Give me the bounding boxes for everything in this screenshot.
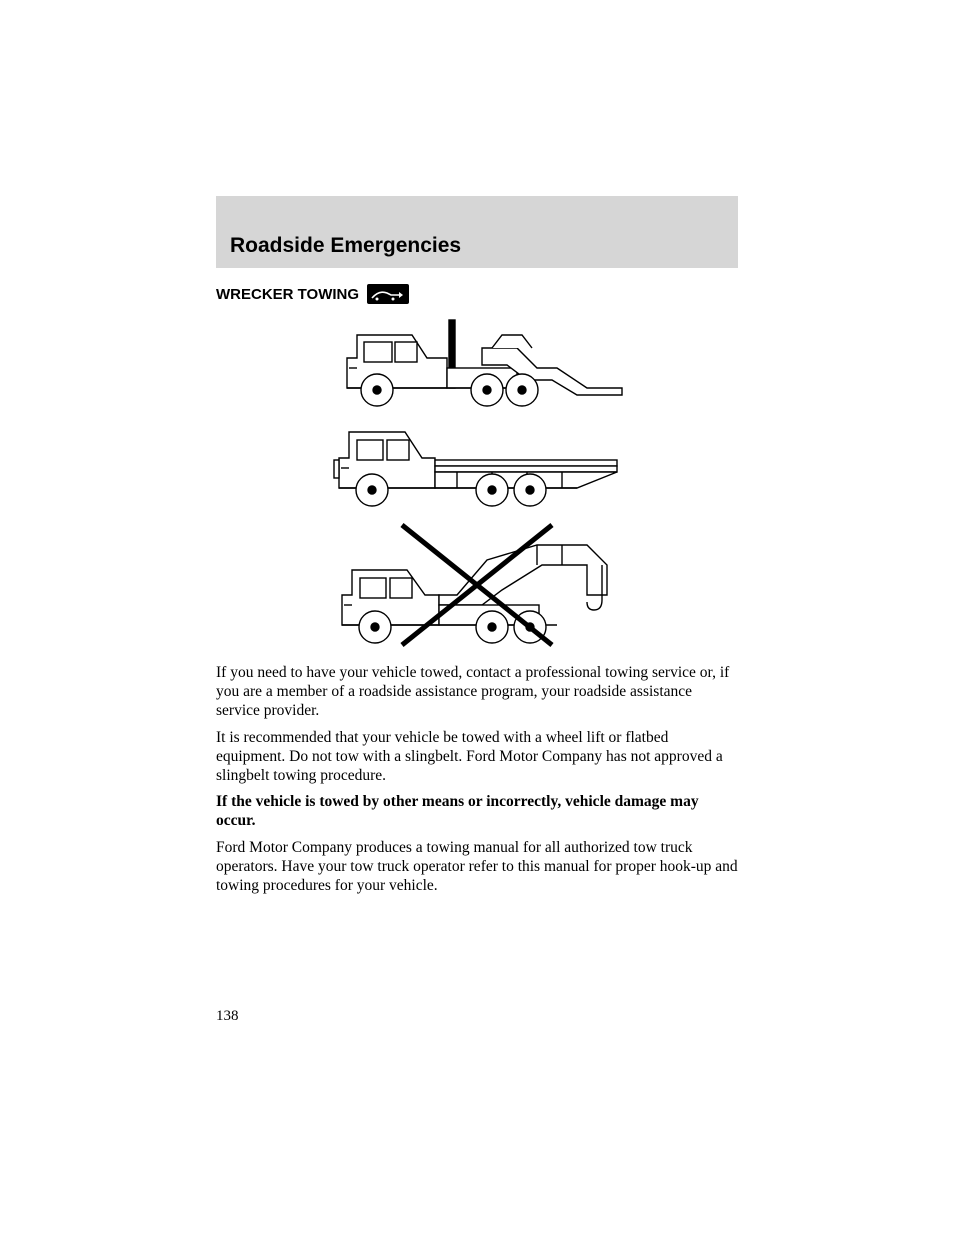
section-header-title: Roadside Emergencies [230,234,461,258]
wheel-lift-truck-diagram [327,310,627,410]
page-number: 138 [216,1008,239,1025]
paragraph-1: If you need to have your vehicle towed, … [216,664,738,721]
subsection-heading: WRECKER TOWING [216,286,359,303]
paragraph-2: It is recommended that your vehicle be t… [216,729,738,786]
towing-icon [367,284,409,304]
truck-illustrations [216,310,738,650]
body-text: If you need to have your vehicle towed, … [216,664,738,896]
subsection-heading-row: WRECKER TOWING [216,284,738,304]
paragraph-3-warning: If the vehicle is towed by other means o… [216,793,738,831]
paragraph-4: Ford Motor Company produces a towing man… [216,839,738,896]
sling-belt-truck-diagram [327,510,627,650]
section-header-bar: Roadside Emergencies [216,196,738,268]
flatbed-truck-diagram [327,410,627,510]
document-page: Roadside Emergencies WRECKER TOWING [216,196,738,904]
